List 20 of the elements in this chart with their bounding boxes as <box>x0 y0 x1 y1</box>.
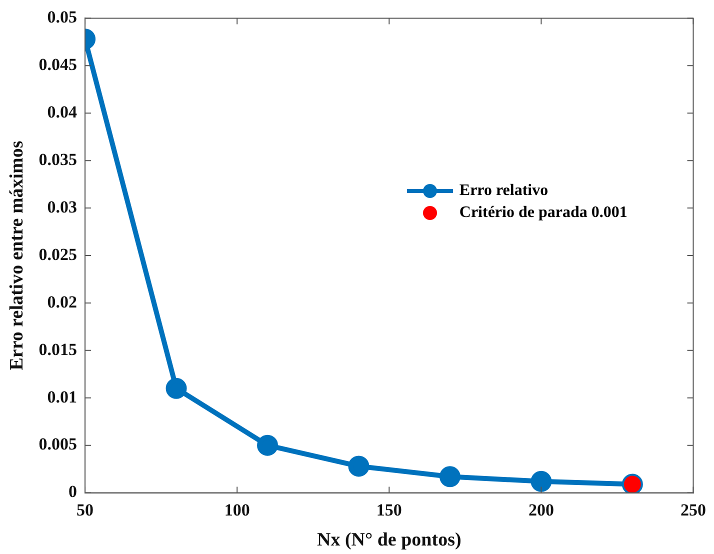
x-axis-title: Nx (N° de pontos) <box>316 530 462 551</box>
x-tick-label: 200 <box>528 500 554 520</box>
y-tick-label: 0.03 <box>47 197 78 216</box>
x-tick-label: 50 <box>76 500 94 520</box>
y-tick-label: 0.045 <box>38 55 78 74</box>
y-tick-label: 0.035 <box>38 150 78 169</box>
y-axis-title: Erro relativo entre máximos <box>6 140 28 370</box>
x-tick-label: 100 <box>224 500 250 520</box>
legend-label: Erro relativo <box>459 182 548 200</box>
y-tick-label: 0.025 <box>38 244 78 264</box>
y-tick-label: 0 <box>68 482 78 502</box>
y-tick-label: 0.05 <box>47 8 78 27</box>
y-tick-label: 0.015 <box>38 340 78 359</box>
x-tick-label: 250 <box>680 500 706 520</box>
y-tick-label: 0.02 <box>47 292 78 312</box>
legend-label: Critério de parada 0.001 <box>459 204 628 222</box>
y-tick-label: 0.04 <box>47 102 78 122</box>
y-tick-label: 0.01 <box>47 387 78 406</box>
x-tick-label: 150 <box>376 500 402 520</box>
y-tick-label: 0.005 <box>38 434 78 454</box>
